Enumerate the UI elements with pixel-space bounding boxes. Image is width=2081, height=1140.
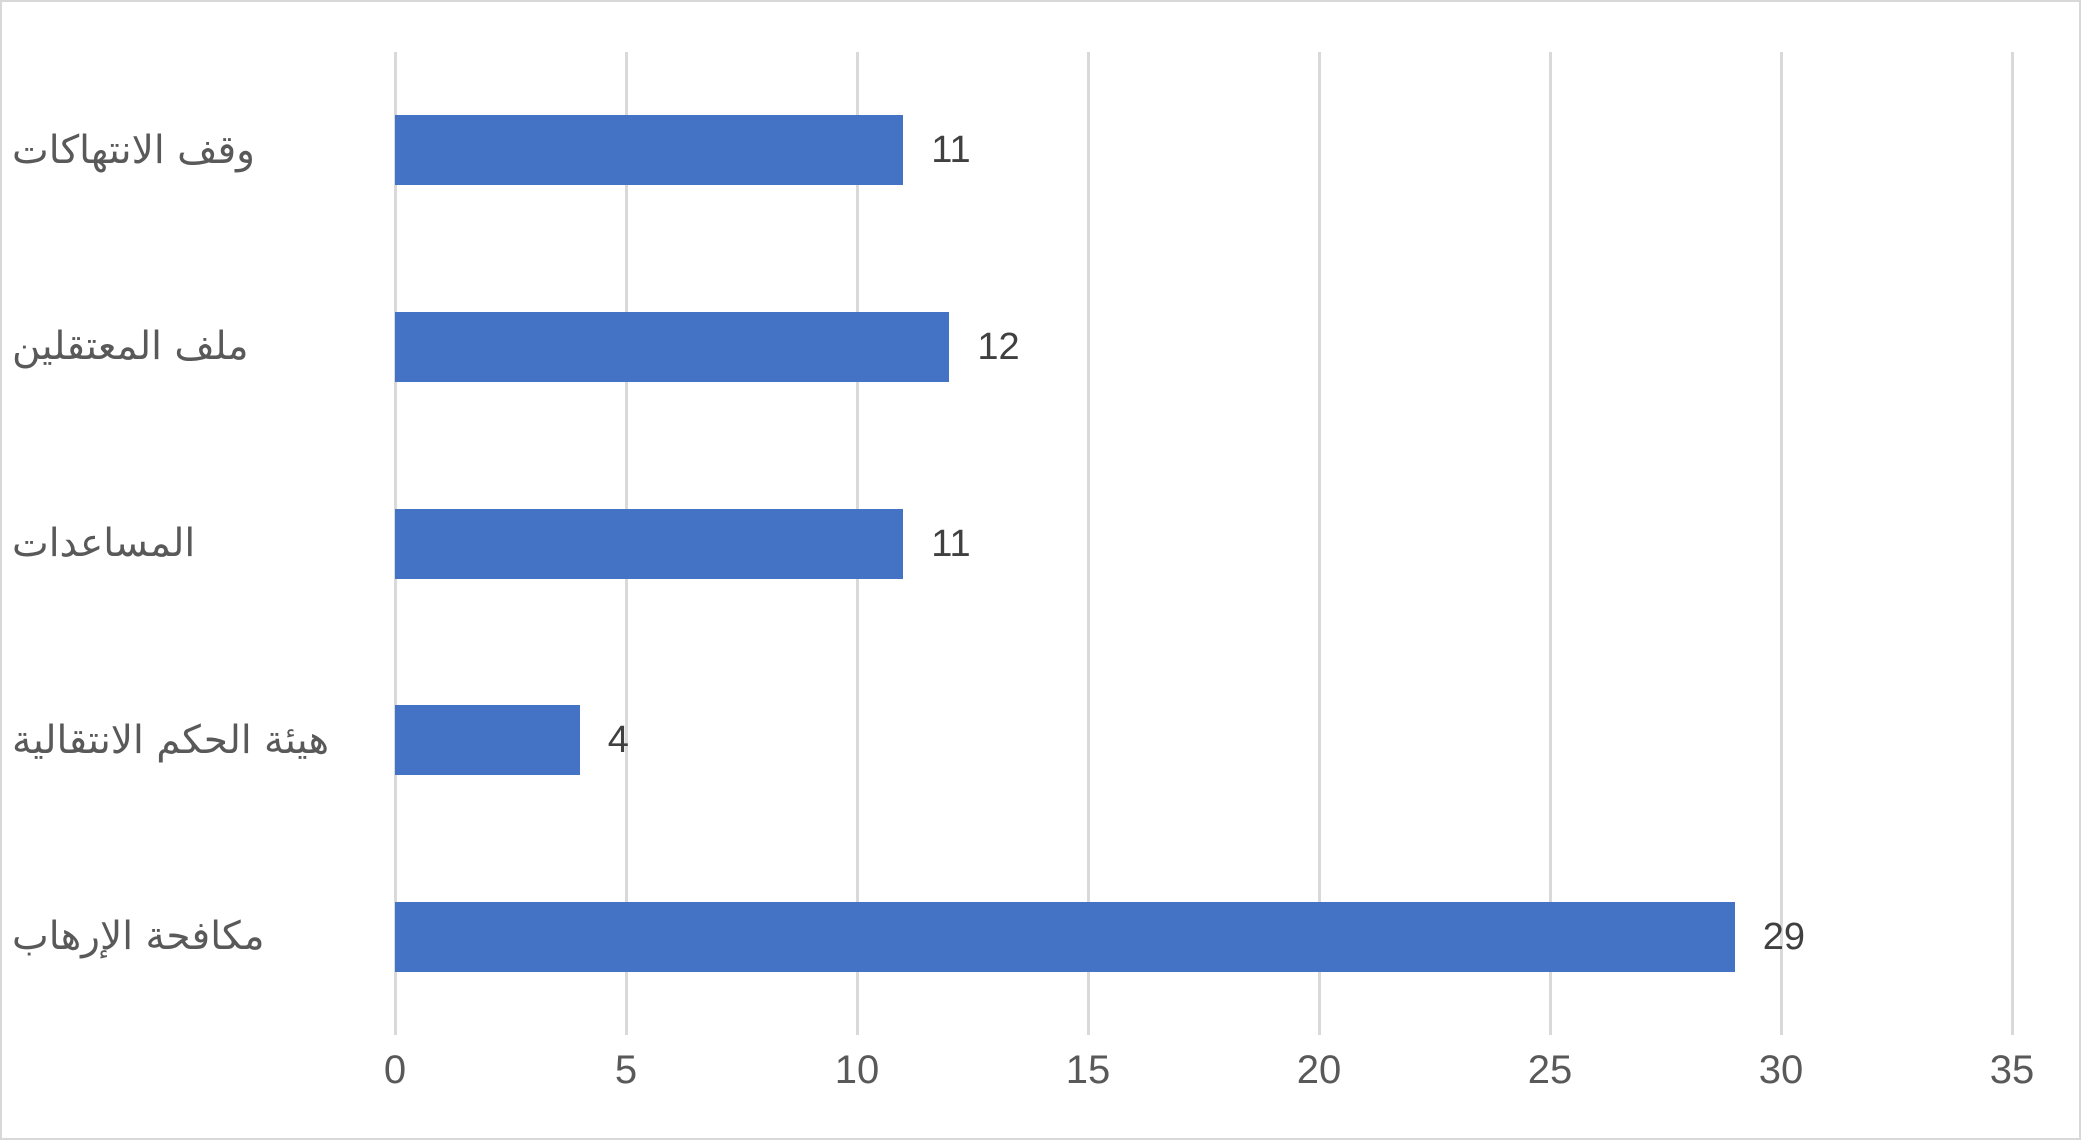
bar-1[interactable] bbox=[395, 311, 950, 382]
gridline-20 bbox=[1317, 52, 1321, 1035]
bar-value-label-2: 11 bbox=[931, 522, 971, 565]
category-label-4: مكافحة الإرهاب bbox=[12, 914, 265, 960]
x-tick-label-25: 25 bbox=[1527, 1048, 1573, 1092]
x-tick-label-0: 0 bbox=[383, 1048, 407, 1092]
x-tick-label-15: 15 bbox=[1065, 1048, 1111, 1092]
x-tick-label-5: 5 bbox=[614, 1048, 638, 1092]
bar-4[interactable] bbox=[395, 901, 1735, 972]
gridline-35 bbox=[2010, 52, 2014, 1035]
bar-3[interactable] bbox=[395, 705, 580, 776]
x-tick-label-35: 35 bbox=[1989, 1048, 2035, 1092]
x-tick-label-10: 10 bbox=[834, 1048, 880, 1092]
bar-2[interactable] bbox=[395, 508, 904, 579]
category-label-0: وقف الانتهاكات bbox=[12, 127, 255, 173]
gridline-15 bbox=[1086, 52, 1090, 1035]
x-tick-label-30: 30 bbox=[1758, 1048, 1804, 1092]
plot-area: 11 12 11 4 29 bbox=[393, 52, 2014, 1035]
bar-value-label-1: 12 bbox=[977, 325, 1020, 368]
gridline-30 bbox=[1779, 52, 1783, 1035]
bar-value-label-4: 29 bbox=[1762, 915, 1806, 958]
x-tick-label-20: 20 bbox=[1296, 1048, 1342, 1092]
category-label-3: هيئة الحكم الانتقالية bbox=[12, 717, 330, 763]
bar-value-label-3: 4 bbox=[607, 719, 629, 762]
bar-value-label-0: 11 bbox=[931, 129, 971, 172]
gridline-25 bbox=[1548, 52, 1552, 1035]
category-label-2: المساعدات bbox=[12, 520, 196, 566]
bar-0[interactable] bbox=[395, 115, 904, 186]
category-label-1: ملف المعتقلين bbox=[12, 324, 249, 370]
